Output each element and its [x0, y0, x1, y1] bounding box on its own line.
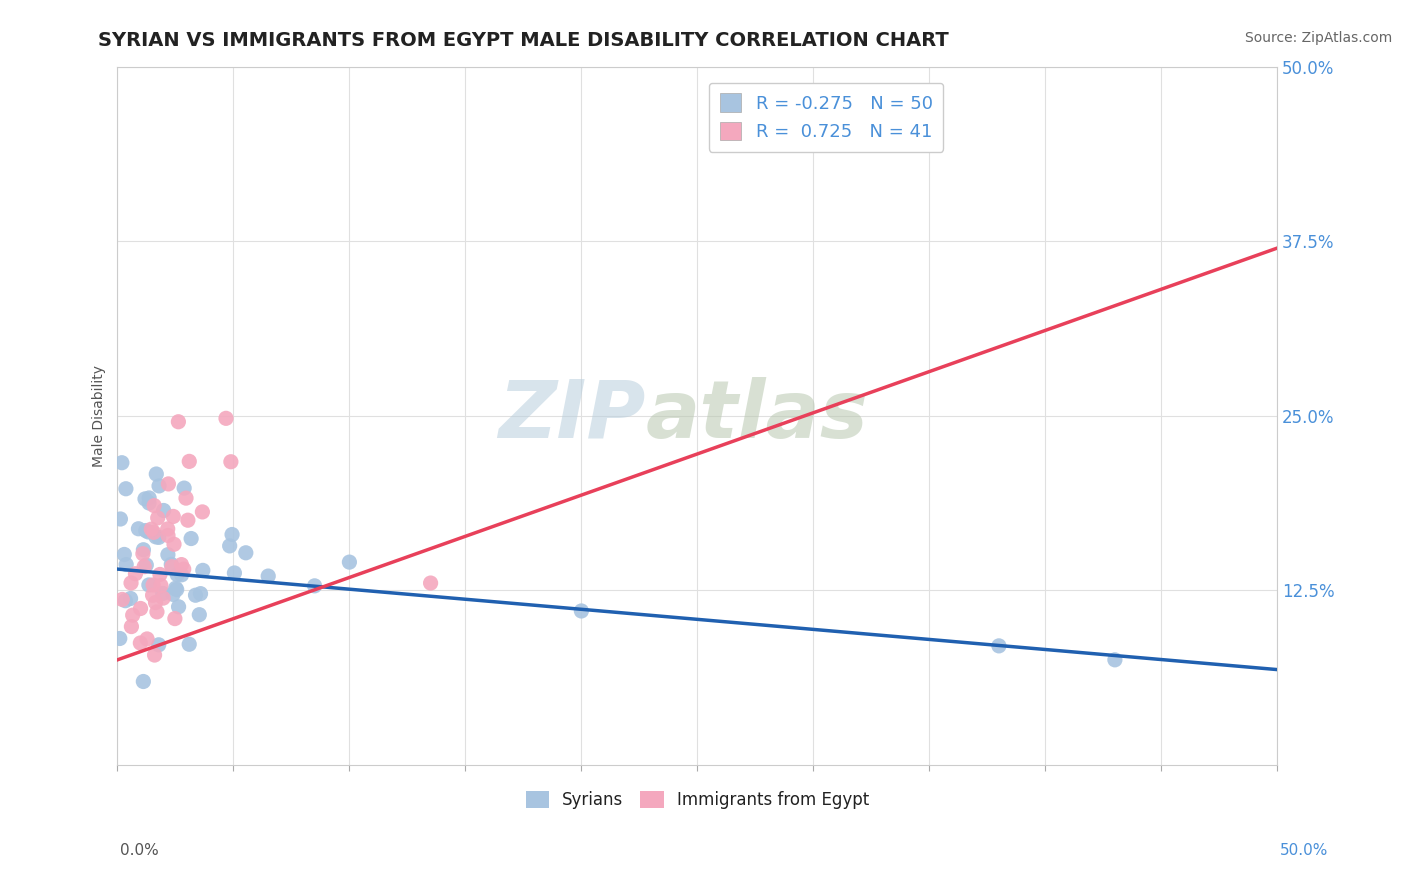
- Point: [162, 587, 184, 601]
- Point: [987, 639, 1010, 653]
- Point: [110, 512, 132, 526]
- Point: [148, 530, 170, 544]
- Point: [218, 539, 240, 553]
- Point: [156, 522, 179, 536]
- Point: [170, 558, 193, 572]
- Point: [174, 491, 197, 505]
- Point: [215, 411, 238, 425]
- Text: SYRIAN VS IMMIGRANTS FROM EGYPT MALE DISABILITY CORRELATION CHART: SYRIAN VS IMMIGRANTS FROM EGYPT MALE DIS…: [98, 31, 949, 50]
- Point: [167, 415, 190, 429]
- Point: [173, 562, 195, 576]
- Point: [127, 522, 149, 536]
- Point: [219, 455, 242, 469]
- Point: [163, 537, 186, 551]
- Point: [180, 532, 202, 546]
- Point: [142, 525, 165, 540]
- Point: [173, 481, 195, 495]
- Point: [177, 513, 200, 527]
- Point: [304, 579, 326, 593]
- Point: [114, 593, 136, 607]
- Point: [134, 491, 156, 506]
- Point: [152, 586, 174, 600]
- Point: [160, 559, 183, 574]
- Point: [179, 454, 201, 468]
- Point: [166, 582, 188, 597]
- Point: [152, 503, 174, 517]
- Point: [120, 576, 142, 591]
- Point: [136, 632, 159, 646]
- Text: ZIP: ZIP: [498, 376, 645, 455]
- Point: [149, 567, 172, 582]
- Point: [108, 632, 131, 646]
- Point: [129, 601, 152, 615]
- Point: [190, 587, 212, 601]
- Point: [188, 607, 211, 622]
- Point: [148, 638, 170, 652]
- Point: [179, 637, 201, 651]
- Point: [166, 567, 188, 582]
- Point: [191, 505, 214, 519]
- Point: [149, 578, 172, 592]
- Point: [167, 599, 190, 614]
- Point: [111, 592, 134, 607]
- Point: [136, 524, 159, 539]
- Point: [134, 559, 156, 574]
- Point: [148, 479, 170, 493]
- Point: [160, 558, 183, 572]
- Point: [163, 611, 186, 625]
- Point: [143, 648, 166, 662]
- Point: [146, 605, 169, 619]
- Point: [146, 511, 169, 525]
- Point: [170, 567, 193, 582]
- Point: [112, 548, 135, 562]
- Point: [224, 566, 246, 580]
- Point: [145, 467, 167, 481]
- Point: [145, 530, 167, 544]
- Point: [121, 608, 143, 623]
- Point: [145, 595, 167, 609]
- Point: [162, 509, 184, 524]
- Point: [339, 555, 361, 569]
- Point: [120, 619, 142, 633]
- Point: [143, 499, 166, 513]
- Text: 50.0%: 50.0%: [1281, 843, 1329, 858]
- Point: [135, 524, 157, 538]
- Legend: Syrians, Immigrants from Egypt: Syrians, Immigrants from Egypt: [519, 784, 876, 815]
- Point: [132, 674, 155, 689]
- Point: [141, 522, 163, 536]
- Point: [138, 491, 160, 505]
- Point: [135, 558, 157, 572]
- Point: [257, 569, 280, 583]
- Point: [152, 591, 174, 606]
- Point: [115, 558, 138, 572]
- Point: [142, 578, 165, 592]
- Text: Source: ZipAtlas.com: Source: ZipAtlas.com: [1244, 31, 1392, 45]
- Point: [111, 456, 134, 470]
- Point: [138, 496, 160, 510]
- Point: [569, 604, 592, 618]
- Text: 0.0%: 0.0%: [120, 843, 159, 858]
- Point: [124, 566, 146, 581]
- Point: [235, 546, 257, 560]
- Point: [184, 588, 207, 602]
- Point: [1104, 653, 1126, 667]
- Point: [132, 547, 155, 561]
- Point: [157, 476, 180, 491]
- Point: [132, 542, 155, 557]
- Point: [129, 636, 152, 650]
- Point: [165, 581, 187, 595]
- Point: [419, 576, 441, 591]
- Point: [191, 563, 214, 577]
- Point: [138, 578, 160, 592]
- Text: atlas: atlas: [645, 376, 868, 455]
- Point: [120, 591, 142, 606]
- Point: [142, 588, 165, 602]
- Point: [156, 548, 179, 562]
- Point: [115, 482, 138, 496]
- Y-axis label: Male Disability: Male Disability: [93, 365, 107, 467]
- Point: [221, 527, 243, 541]
- Point: [156, 528, 179, 542]
